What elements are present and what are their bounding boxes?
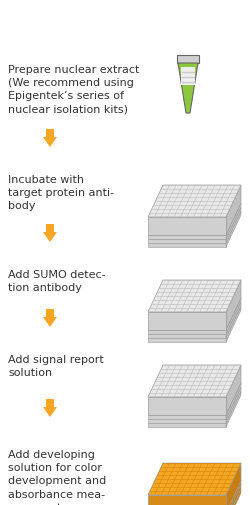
Polygon shape — [148, 217, 226, 235]
Polygon shape — [226, 391, 241, 427]
Polygon shape — [148, 239, 226, 243]
Polygon shape — [226, 203, 241, 239]
Polygon shape — [148, 423, 226, 427]
Polygon shape — [226, 302, 241, 338]
Polygon shape — [226, 306, 241, 342]
Polygon shape — [148, 330, 226, 334]
Polygon shape — [226, 463, 241, 505]
Polygon shape — [178, 63, 198, 113]
Polygon shape — [226, 211, 241, 247]
Polygon shape — [226, 207, 241, 243]
Polygon shape — [148, 334, 226, 338]
Polygon shape — [148, 365, 241, 397]
Polygon shape — [226, 485, 241, 505]
Polygon shape — [148, 463, 241, 495]
Polygon shape — [226, 387, 241, 423]
Polygon shape — [226, 481, 241, 505]
Polygon shape — [148, 185, 241, 217]
Polygon shape — [43, 224, 57, 242]
Text: Add developing
solution for color
development and
absorbance mea-
surement: Add developing solution for color develo… — [8, 450, 106, 505]
Polygon shape — [181, 67, 195, 85]
Text: Prepare nuclear extract
(We recommend using
Epigentek’s series of
nuclear isolat: Prepare nuclear extract (We recommend us… — [8, 65, 140, 115]
Polygon shape — [43, 129, 57, 147]
Polygon shape — [43, 399, 57, 417]
Polygon shape — [148, 243, 226, 247]
Polygon shape — [148, 312, 226, 330]
Polygon shape — [148, 419, 226, 423]
Text: Add signal report
solution: Add signal report solution — [8, 355, 104, 378]
Text: Add SUMO detec-
tion antibody: Add SUMO detec- tion antibody — [8, 270, 106, 293]
Polygon shape — [148, 415, 226, 419]
Polygon shape — [226, 298, 241, 334]
Polygon shape — [148, 235, 226, 239]
Polygon shape — [148, 495, 226, 505]
Polygon shape — [226, 280, 241, 330]
Polygon shape — [226, 489, 241, 505]
Polygon shape — [148, 397, 226, 415]
Polygon shape — [177, 55, 199, 63]
Text: Incubate with
target protein anti-
body: Incubate with target protein anti- body — [8, 175, 114, 212]
Polygon shape — [148, 338, 226, 342]
Polygon shape — [226, 185, 241, 235]
Polygon shape — [226, 365, 241, 415]
Polygon shape — [148, 280, 241, 312]
Polygon shape — [43, 309, 57, 327]
Polygon shape — [226, 383, 241, 419]
